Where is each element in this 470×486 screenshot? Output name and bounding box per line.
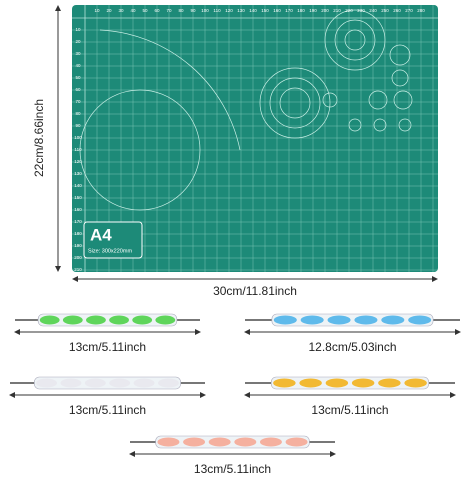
tool-swirl xyxy=(259,437,282,447)
tool-swirl xyxy=(208,437,231,447)
tool-swirl xyxy=(299,378,322,388)
tool-swirl xyxy=(133,378,155,388)
tool-swirl xyxy=(354,315,378,325)
ruler-label: 130 xyxy=(74,171,82,176)
tool-swirl xyxy=(183,437,206,447)
tool-swirl xyxy=(404,378,427,388)
ruler-label: 90 xyxy=(75,123,81,128)
ruler-label: 190 xyxy=(74,243,82,248)
ruler-label: 160 xyxy=(273,8,281,13)
tool-swirl xyxy=(84,378,106,388)
ruler-label: 100 xyxy=(201,8,209,13)
ruler-label: 60 xyxy=(154,8,160,13)
tool-swirl xyxy=(109,378,131,388)
ruler-label: 40 xyxy=(75,63,81,68)
ruler-label: 40 xyxy=(130,8,136,13)
ruler-label: 70 xyxy=(75,99,81,104)
ruler-label: 210 xyxy=(74,267,82,272)
ruler-label: 50 xyxy=(75,75,81,80)
tool-swirl xyxy=(36,378,58,388)
ruler-label: 100 xyxy=(74,135,82,140)
ruler-label: 180 xyxy=(297,8,305,13)
tool-swirl xyxy=(381,315,405,325)
ruler-label: 10 xyxy=(94,8,100,13)
badge: A4 xyxy=(90,225,112,244)
ruler-label: 160 xyxy=(74,207,82,212)
ruler-label: 210 xyxy=(333,8,341,13)
tool-label: 13cm/5.11inch xyxy=(69,403,146,417)
ruler-label: 150 xyxy=(74,195,82,200)
ruler-label: 50 xyxy=(142,8,148,13)
ruler-label: 90 xyxy=(190,8,196,13)
tool-swirl xyxy=(285,437,308,447)
ruler-label: 30 xyxy=(75,51,81,56)
tool-swirl xyxy=(62,315,83,325)
ruler-label: 220 xyxy=(345,8,353,13)
tool-swirl xyxy=(351,378,375,388)
ruler-label: 110 xyxy=(74,147,82,152)
ruler-label: 170 xyxy=(285,8,293,13)
ruler-label: 120 xyxy=(74,159,82,164)
mat-circles xyxy=(79,9,413,211)
tool-swirl xyxy=(234,437,257,447)
tools: 13cm/5.11inch 12.8cm/5.03inch 13cm/5.11inc… xyxy=(9,313,461,476)
tool-swirl xyxy=(408,315,432,325)
ruler-label: 60 xyxy=(75,87,81,92)
tool-swirl xyxy=(39,315,60,325)
tool-swirl xyxy=(132,315,153,325)
size-label: Size: 300x220mm xyxy=(88,248,132,254)
tool-swirl xyxy=(109,315,129,325)
tool-label: 13cm/5.11inch xyxy=(69,340,146,354)
ruler-label: 200 xyxy=(321,8,329,13)
ruler-label: 240 xyxy=(369,8,377,13)
ruler-label: 110 xyxy=(213,8,221,13)
ruler-label: 80 xyxy=(75,111,81,116)
tool-swirl xyxy=(86,315,106,325)
tool-swirl xyxy=(327,315,351,325)
ruler-label: 200 xyxy=(74,255,82,260)
tool-label: 12.8cm/5.03inch xyxy=(308,340,396,354)
ruler-label: 180 xyxy=(74,231,82,236)
tool-swirl xyxy=(157,378,179,388)
ruler-label: 270 xyxy=(405,8,413,13)
ruler-label: 10 xyxy=(75,27,81,32)
ruler-label: 20 xyxy=(75,39,81,44)
ruler-label: 170 xyxy=(74,219,82,224)
tool-swirl xyxy=(60,378,82,388)
ruler-label: 20 xyxy=(106,8,112,13)
ruler-label: 260 xyxy=(393,8,401,13)
tool-swirl xyxy=(273,315,297,325)
width-label: 30cm/11.81inch xyxy=(213,284,297,298)
ruler-label: 80 xyxy=(178,8,184,13)
ruler-label: 70 xyxy=(166,8,172,13)
tool-swirl xyxy=(378,378,401,388)
ruler-label: 280 xyxy=(417,8,425,13)
tool-swirl xyxy=(325,378,349,388)
tool-label: 13cm/5.11inch xyxy=(194,462,271,476)
ruler-label: 150 xyxy=(261,8,269,13)
ruler-label: 120 xyxy=(225,8,233,13)
ruler-label: 250 xyxy=(381,8,389,13)
ruler-label: 230 xyxy=(357,8,365,13)
tool-label: 13cm/5.11inch xyxy=(311,403,388,417)
mat-grid xyxy=(72,5,438,272)
ruler-label: 140 xyxy=(74,183,82,188)
ruler-label: 190 xyxy=(309,8,317,13)
tool-swirl xyxy=(273,378,296,388)
badge-box xyxy=(83,221,143,259)
height-label: 22cm/8.66inch xyxy=(32,99,46,177)
tool-swirl xyxy=(157,437,180,447)
ruler-label: 30 xyxy=(118,8,124,13)
tool-swirl xyxy=(155,315,176,325)
tool-swirl xyxy=(300,315,324,325)
ruler-label: 130 xyxy=(237,8,245,13)
ruler-label: 140 xyxy=(249,8,257,13)
